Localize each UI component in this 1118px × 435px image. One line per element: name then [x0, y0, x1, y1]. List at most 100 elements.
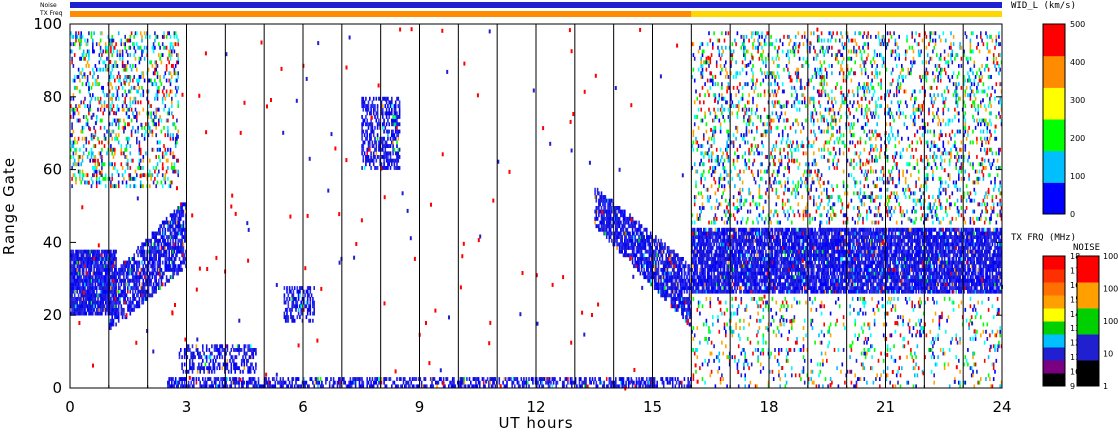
data-cell [649, 377, 652, 381]
data-cell [195, 377, 198, 381]
data-cell [177, 231, 179, 236]
data-cell [71, 264, 73, 269]
data-cell [104, 293, 107, 298]
data-cell [727, 275, 730, 280]
data-cell [644, 380, 647, 385]
data-cell [82, 115, 85, 119]
data-cell [744, 289, 746, 294]
data-cell [615, 377, 617, 381]
data-cell [155, 249, 157, 254]
data-cell [77, 253, 80, 258]
data-cell [635, 260, 638, 265]
data-cell [717, 246, 719, 250]
data-cell [86, 286, 89, 290]
data-cell [86, 42, 89, 47]
data-cell [646, 275, 648, 280]
data-cell [90, 151, 93, 156]
data-cell [693, 260, 696, 265]
data-cell [677, 264, 679, 269]
data-cell [176, 253, 178, 258]
data-cell [725, 286, 727, 290]
data-cell [111, 107, 113, 112]
data-cell [75, 260, 77, 265]
data-cell [599, 202, 601, 207]
data-cell [156, 231, 159, 236]
data-cell [715, 249, 718, 254]
data-cell [703, 253, 705, 258]
data-cell [211, 384, 213, 389]
data-cell [171, 377, 173, 381]
data-cell [149, 34, 151, 39]
data-cell [621, 235, 623, 239]
data-cell [670, 293, 673, 298]
data-cell [293, 384, 296, 389]
data-cell [692, 264, 695, 269]
data-cell [215, 377, 217, 381]
data-cell [703, 267, 705, 272]
data-cell [609, 216, 612, 221]
data-cell [687, 318, 689, 323]
data-cell [382, 115, 384, 119]
data-cell [657, 238, 660, 243]
data-cell [183, 202, 186, 207]
data-cell [127, 307, 129, 312]
data-cell [101, 260, 103, 265]
data-cell [735, 260, 737, 265]
data-cell [147, 100, 150, 105]
data-cell [634, 257, 636, 261]
data-cell [313, 304, 315, 309]
data-cell [393, 107, 396, 112]
data-cell [139, 249, 142, 254]
data-cell [306, 300, 309, 305]
data-cell [147, 133, 150, 138]
data-cell [705, 227, 708, 232]
data-cell [488, 384, 490, 389]
data-cell [231, 358, 234, 363]
data-cell [182, 257, 185, 261]
data-cell [220, 351, 222, 356]
data-cell [73, 78, 76, 83]
data-cell [76, 311, 79, 316]
data-cell [137, 293, 139, 298]
data-cell [94, 82, 97, 87]
data-cell [165, 253, 168, 258]
data-cell [97, 297, 99, 301]
data-cell [407, 380, 410, 385]
data-cell [99, 151, 102, 156]
data-cell [128, 271, 130, 276]
data-cell [308, 384, 310, 389]
data-cell [625, 231, 627, 236]
data-cell [607, 231, 609, 236]
data-cell [609, 224, 612, 229]
data-cell [640, 246, 643, 250]
data-cell [691, 289, 693, 294]
data-cell [684, 307, 687, 312]
data-cell [142, 173, 145, 178]
data-cell [380, 100, 383, 105]
data-cell [726, 253, 728, 258]
data-cell [120, 42, 123, 47]
data-cell [119, 49, 121, 54]
data-cell [640, 260, 643, 265]
data-cell [703, 286, 705, 290]
data-cell [152, 111, 155, 116]
data-cell [304, 293, 306, 298]
data-cell [128, 89, 130, 94]
data-cell [218, 344, 221, 349]
data-cell [164, 147, 167, 152]
data-cell [693, 275, 696, 280]
data-cell [167, 147, 169, 152]
data-cell [391, 384, 393, 389]
data-cell [196, 348, 199, 352]
data-cell [98, 267, 101, 272]
data-cell [726, 235, 728, 239]
data-cell [195, 380, 198, 385]
data-cell [662, 384, 665, 389]
data-cell [115, 300, 117, 305]
data-cell [690, 377, 692, 381]
data-cell [705, 235, 708, 239]
data-cell [110, 45, 112, 50]
data-cell [662, 278, 665, 283]
data-cell [167, 278, 169, 283]
data-cell [110, 82, 112, 87]
